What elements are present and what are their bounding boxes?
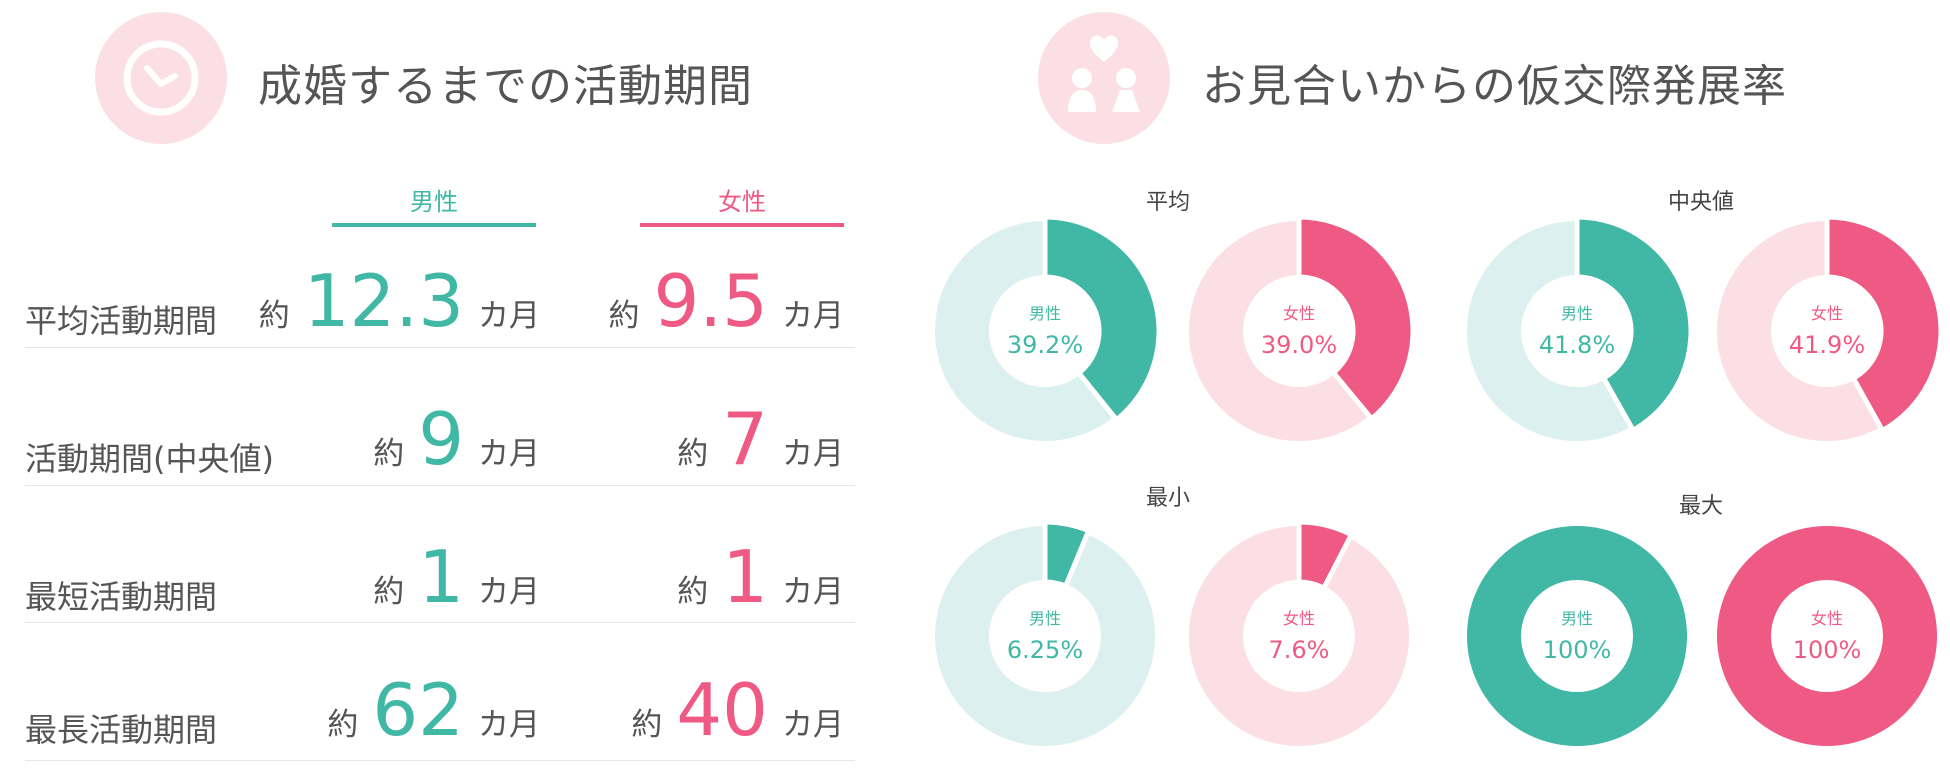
column-header-male-underline bbox=[332, 223, 536, 227]
donut-female-3: 女性 100% bbox=[1717, 526, 1937, 746]
donut-value-slice bbox=[1296, 214, 1416, 423]
donut-male-1: 男性 41.8% bbox=[1467, 214, 1694, 441]
row-divider bbox=[25, 622, 855, 623]
value-number: 12.3 bbox=[303, 259, 464, 343]
suffix-text: カ月 bbox=[478, 436, 540, 472]
group-title-minimum: 最小 bbox=[1145, 486, 1190, 511]
donut-male-2: 男性 6.25% bbox=[935, 519, 1155, 746]
donut-value-slice bbox=[1042, 214, 1162, 424]
donut-value-label: 41.8% bbox=[1539, 331, 1615, 359]
prefix-text: 約 bbox=[677, 574, 709, 610]
row-value-average-male: 約 12.3 カ月 bbox=[259, 265, 540, 337]
row-label-shortest: 最短活動期間 bbox=[25, 578, 218, 616]
value-number: 9.5 bbox=[653, 259, 768, 343]
donut-value-slice bbox=[1042, 519, 1092, 590]
column-header-male: 男性 bbox=[410, 188, 458, 216]
row-value-median-male: 約 9 カ月 bbox=[373, 403, 540, 475]
column-header-female-underline bbox=[640, 223, 844, 227]
prefix-text: 約 bbox=[373, 436, 405, 472]
row-label-longest: 最長活動期間 bbox=[25, 711, 218, 749]
prefix-text: 約 bbox=[677, 436, 709, 472]
prefix-text: 約 bbox=[327, 707, 359, 743]
donut-series-name: 男性 bbox=[1561, 304, 1593, 323]
value-number: 1 bbox=[418, 535, 464, 619]
donut-value-label: 39.0% bbox=[1261, 331, 1337, 359]
row-label-median: 活動期間(中央値) bbox=[25, 440, 274, 478]
prefix-text: 約 bbox=[373, 574, 405, 610]
donut-female-0: 女性 39.0% bbox=[1189, 214, 1416, 441]
suffix-text: カ月 bbox=[782, 707, 844, 743]
row-value-shortest-female: 約 1 カ月 bbox=[677, 541, 844, 613]
donut-series-name: 女性 bbox=[1283, 304, 1315, 323]
donut-series-name: 女性 bbox=[1811, 304, 1843, 323]
suffix-text: カ月 bbox=[782, 298, 844, 334]
suffix-text: カ月 bbox=[782, 436, 844, 472]
clock-icon bbox=[123, 40, 199, 116]
column-header-female: 女性 bbox=[718, 188, 766, 216]
suffix-text: カ月 bbox=[478, 707, 540, 743]
donut-value-slice bbox=[1296, 519, 1355, 592]
suffix-text: カ月 bbox=[478, 298, 540, 334]
donut-value-label: 39.2% bbox=[1007, 331, 1083, 359]
donut-value-slice bbox=[1717, 526, 1937, 746]
value-number: 40 bbox=[676, 668, 768, 752]
donut-value-label: 41.9% bbox=[1789, 331, 1865, 359]
donut-male-3: 男性 100% bbox=[1467, 526, 1687, 746]
donut-female-2: 女性 7.6% bbox=[1189, 519, 1409, 746]
prefix-text: 約 bbox=[258, 298, 290, 334]
donut-value-slice bbox=[1467, 526, 1687, 746]
donut-value-slice bbox=[1824, 214, 1944, 434]
donut-value-slice bbox=[1574, 214, 1694, 434]
prefix-text: 約 bbox=[631, 707, 663, 743]
right-section-title: お見合いからの仮交際発展率 bbox=[1202, 61, 1787, 112]
donut-series-name: 女性 bbox=[1811, 609, 1843, 628]
row-divider bbox=[25, 760, 855, 761]
row-divider bbox=[25, 347, 855, 348]
value-number: 9 bbox=[418, 397, 464, 481]
group-title-average: 平均 bbox=[1145, 190, 1190, 215]
donut-series-name: 男性 bbox=[1029, 304, 1061, 323]
group-title-maximum: 最大 bbox=[1678, 494, 1723, 519]
value-number: 7 bbox=[722, 397, 768, 481]
group-title-median: 中央値 bbox=[1667, 190, 1734, 215]
donut-value-label: 100% bbox=[1543, 636, 1612, 664]
prefix-text: 約 bbox=[608, 298, 640, 334]
row-value-longest-female: 約 40 カ月 bbox=[631, 674, 844, 746]
row-divider bbox=[25, 485, 855, 486]
donut-male-0: 男性 39.2% bbox=[935, 214, 1162, 441]
row-value-average-female: 約 9.5 カ月 bbox=[608, 265, 844, 337]
couple-heart-icon-badge bbox=[1038, 12, 1170, 144]
donut-female-1: 女性 41.9% bbox=[1717, 214, 1944, 441]
row-value-longest-male: 約 62 カ月 bbox=[327, 674, 540, 746]
suffix-text: カ月 bbox=[478, 574, 540, 610]
row-value-shortest-male: 約 1 カ月 bbox=[373, 541, 540, 613]
donut-series-name: 女性 bbox=[1283, 609, 1315, 628]
donut-value-label: 100% bbox=[1793, 636, 1862, 664]
donut-series-name: 男性 bbox=[1561, 609, 1593, 628]
row-label-average: 平均活動期間 bbox=[25, 302, 218, 340]
couple-heart-icon bbox=[1068, 35, 1140, 112]
donut-value-label: 6.25% bbox=[1007, 636, 1083, 664]
donut-series-name: 男性 bbox=[1029, 609, 1061, 628]
left-section-title: 成婚するまでの活動期間 bbox=[258, 61, 753, 112]
suffix-text: カ月 bbox=[782, 574, 844, 610]
clock-icon-badge bbox=[95, 12, 227, 144]
row-value-median-female: 約 7 カ月 bbox=[677, 403, 844, 475]
value-number: 1 bbox=[722, 535, 768, 619]
value-number: 62 bbox=[372, 668, 464, 752]
donut-value-label: 7.6% bbox=[1269, 636, 1330, 664]
